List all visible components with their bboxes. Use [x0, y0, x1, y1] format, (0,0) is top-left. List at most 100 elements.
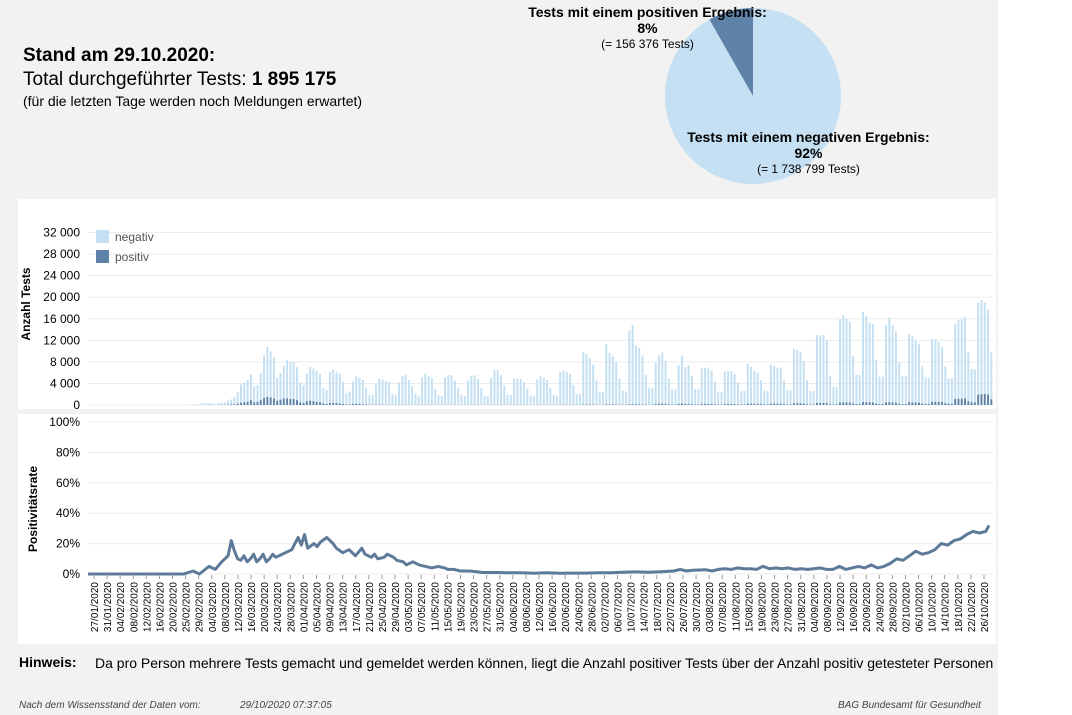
bar-negativ[interactable] — [325, 389, 328, 404]
bar-positiv[interactable] — [355, 403, 358, 405]
bar-negativ[interactable] — [223, 402, 226, 405]
bar-negativ[interactable] — [885, 324, 888, 403]
bar-positiv[interactable] — [875, 403, 878, 405]
bar-positiv[interactable] — [881, 404, 884, 405]
pie-slice-positive[interactable] — [709, 8, 753, 96]
bar-positiv[interactable] — [727, 404, 730, 405]
bar-negativ[interactable] — [960, 319, 963, 399]
bar-negativ[interactable] — [858, 375, 861, 405]
bar-negativ[interactable] — [964, 317, 967, 399]
bar-negativ[interactable] — [444, 377, 447, 405]
bar-positiv[interactable] — [733, 404, 736, 405]
bar-negativ[interactable] — [404, 374, 407, 405]
bar-negativ[interactable] — [908, 333, 911, 403]
bar-negativ[interactable] — [516, 378, 519, 405]
bar-negativ[interactable] — [450, 375, 453, 405]
bar-negativ[interactable] — [638, 347, 641, 405]
bar-negativ[interactable] — [427, 376, 430, 405]
bar-negativ[interactable] — [371, 394, 374, 405]
bar-negativ[interactable] — [809, 391, 812, 405]
bar-positiv[interactable] — [295, 400, 298, 405]
bar-positiv[interactable] — [838, 402, 841, 405]
bar-positiv[interactable] — [934, 401, 937, 405]
bar-positiv[interactable] — [898, 403, 901, 405]
bar-negativ[interactable] — [378, 378, 381, 405]
bar-negativ[interactable] — [736, 382, 739, 405]
bar-negativ[interactable] — [651, 388, 654, 405]
bar-positiv[interactable] — [361, 404, 364, 405]
bar-negativ[interactable] — [236, 391, 239, 404]
bar-negativ[interactable] — [417, 396, 420, 405]
bar-positiv[interactable] — [855, 404, 858, 405]
bar-negativ[interactable] — [523, 382, 526, 405]
bar-positiv[interactable] — [924, 403, 927, 405]
bar-negativ[interactable] — [276, 377, 279, 401]
bar-negativ[interactable] — [381, 379, 384, 405]
bar-positiv[interactable] — [819, 402, 822, 405]
bar-negativ[interactable] — [677, 365, 680, 404]
bar-negativ[interactable] — [249, 374, 252, 401]
bar-negativ[interactable] — [644, 374, 647, 405]
bar-positiv[interactable] — [236, 403, 239, 405]
bar-negativ[interactable] — [453, 380, 456, 405]
bar-positiv[interactable] — [259, 400, 262, 405]
bar-negativ[interactable] — [983, 302, 986, 394]
bar-positiv[interactable] — [240, 402, 243, 405]
bar-negativ[interactable] — [513, 378, 516, 405]
bar-negativ[interactable] — [789, 389, 792, 405]
bar-negativ[interactable] — [894, 331, 897, 403]
bar-negativ[interactable] — [470, 375, 473, 405]
bar-positiv[interactable] — [832, 404, 835, 405]
bar-positiv[interactable] — [983, 393, 986, 405]
bar-positiv[interactable] — [707, 403, 710, 405]
bar-positiv[interactable] — [249, 400, 252, 405]
bar-negativ[interactable] — [529, 395, 532, 405]
bar-positiv[interactable] — [756, 403, 759, 405]
bar-negativ[interactable] — [595, 380, 598, 405]
bar-negativ[interactable] — [832, 386, 835, 405]
bar-negativ[interactable] — [230, 399, 233, 405]
bar-positiv[interactable] — [335, 403, 338, 405]
bar-positiv[interactable] — [713, 404, 716, 405]
bar-positiv[interactable] — [858, 404, 861, 405]
bar-positiv[interactable] — [605, 404, 608, 405]
bar-negativ[interactable] — [536, 379, 539, 405]
bar-negativ[interactable] — [217, 403, 219, 405]
bar-positiv[interactable] — [358, 403, 361, 405]
bar-negativ[interactable] — [562, 370, 565, 405]
bar-negativ[interactable] — [259, 372, 262, 401]
bar-negativ[interactable] — [924, 377, 927, 404]
bar-negativ[interactable] — [299, 382, 302, 403]
bar-negativ[interactable] — [704, 367, 707, 404]
bar-negativ[interactable] — [210, 403, 213, 405]
bar-negativ[interactable] — [881, 376, 884, 405]
bar-negativ[interactable] — [954, 323, 957, 400]
bar-negativ[interactable] — [411, 386, 414, 405]
bar-negativ[interactable] — [973, 369, 976, 403]
bar-positiv[interactable] — [862, 402, 864, 405]
bar-negativ[interactable] — [713, 381, 716, 405]
bar-negativ[interactable] — [845, 318, 848, 403]
bar-negativ[interactable] — [243, 382, 246, 403]
bar-negativ[interactable] — [272, 357, 275, 399]
bar-negativ[interactable] — [295, 367, 298, 401]
bar-negativ[interactable] — [351, 381, 354, 404]
bar-negativ[interactable] — [338, 373, 341, 404]
bar-positiv[interactable] — [746, 403, 749, 405]
bar-positiv[interactable] — [760, 404, 762, 405]
bar-negativ[interactable] — [852, 355, 855, 404]
bar-positiv[interactable] — [931, 401, 934, 405]
bar-negativ[interactable] — [532, 396, 535, 405]
bar-negativ[interactable] — [756, 372, 759, 404]
bar-positiv[interactable] — [783, 404, 786, 405]
bar-positiv[interactable] — [769, 403, 772, 405]
bar-negativ[interactable] — [891, 325, 894, 403]
bar-negativ[interactable] — [207, 403, 210, 405]
bar-negativ[interactable] — [835, 387, 838, 405]
bar-negativ[interactable] — [980, 299, 983, 395]
bar-negativ[interactable] — [345, 393, 348, 405]
bar-negativ[interactable] — [447, 374, 450, 405]
bar-negativ[interactable] — [569, 374, 572, 405]
bar-negativ[interactable] — [200, 403, 203, 405]
bar-negativ[interactable] — [398, 382, 400, 405]
